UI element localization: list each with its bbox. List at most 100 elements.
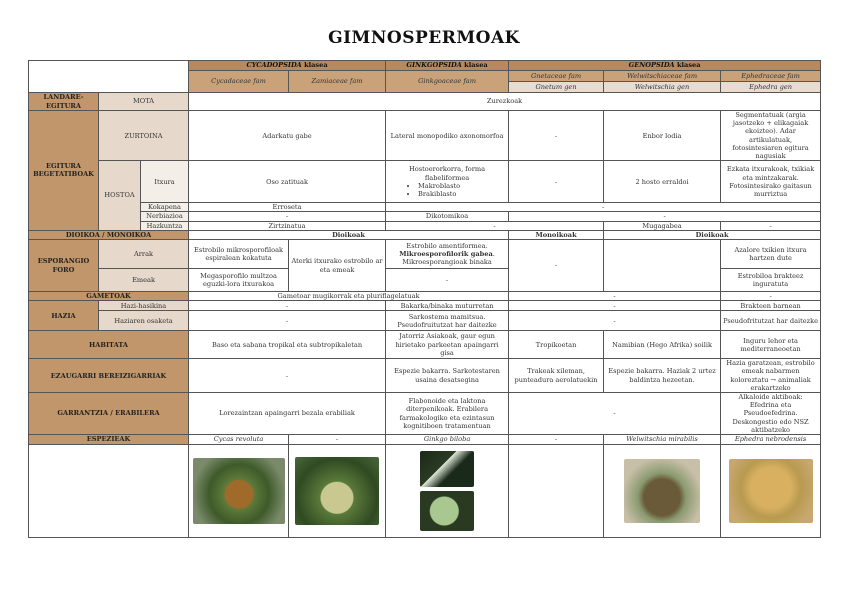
corner-cell xyxy=(27,60,190,93)
row-label-hazi-hasikina: Hazi-hasikina xyxy=(97,300,190,312)
row-label-emeak: Emeak xyxy=(97,268,190,293)
cell: Flabonoide eta laktona diterpenikoak. Er… xyxy=(385,392,510,436)
row-label-ezaugarri: EZAUGARRI BEREIZIGARRIAK xyxy=(27,358,190,394)
ephedra-photo xyxy=(720,444,822,539)
row-label-zurtoina: ZURTOINA xyxy=(97,109,190,162)
cell: Azalore txikien itxura hartzen dute xyxy=(720,239,822,270)
fam-zamiaceae: Zamiaceae fam xyxy=(288,70,387,93)
row-label-hazkuntza: Hazkuntza xyxy=(139,220,190,231)
cell: Dioikoak xyxy=(603,229,822,241)
cell: Bakarka/binaka muturretan xyxy=(385,300,510,312)
cell: - xyxy=(188,358,387,394)
cell: Tropikoetan xyxy=(508,330,605,360)
cell: - xyxy=(508,434,605,446)
gen-welwitschia: Welwitschia gen xyxy=(603,81,722,93)
gen-gnetum: Gnetum gen xyxy=(508,81,605,93)
cell: Hostoerorkorra, forma flabeliformeaMakro… xyxy=(385,160,510,204)
species-cycas: Cycas revoluta xyxy=(188,434,290,446)
empty-cell xyxy=(508,444,605,539)
cell: Gametoar mugikorrak eta pluriflagelatuak xyxy=(188,291,510,302)
fam-ephedraceae: Ephedraceae fam xyxy=(720,70,822,82)
row-label-esporangio: ESPORANGIO FORO xyxy=(28,239,99,293)
cell: Adarkatu gabe xyxy=(188,109,387,162)
row-label-egitura: EGITURA BEGETATIBOAK xyxy=(28,110,99,231)
empty-cell xyxy=(27,444,190,539)
cell: - xyxy=(508,392,722,436)
cell: - xyxy=(508,300,722,312)
cell: Erroseta xyxy=(188,202,387,213)
cell: Enbor lodia xyxy=(603,109,722,162)
zamia-photo xyxy=(288,444,387,539)
cell: - xyxy=(188,310,387,332)
cell: - xyxy=(720,291,822,302)
cell: Monoikoak xyxy=(508,229,605,241)
row-label-kokapena: Kokapena xyxy=(139,202,190,213)
cell: Namibian (Hego Afrika) soilik xyxy=(603,330,722,360)
row-label-hazia: HAZIA xyxy=(28,300,99,332)
cell: Dioikoak xyxy=(188,229,510,241)
cell: Jatorriz Asiakoak, gaur egun hirietako p… xyxy=(385,330,510,360)
gen-ephedra: Ephedra gen xyxy=(720,81,822,93)
cell: - xyxy=(288,434,387,446)
cycas-photo xyxy=(188,444,290,539)
cell: Aterki itxurako estrobilo ar eta emeak xyxy=(288,239,387,293)
fam-cycadaceae: Cycadaceae fam xyxy=(188,70,290,93)
row-label-hostoa: HOSTOA xyxy=(98,160,141,231)
cell: - xyxy=(508,109,605,162)
row-label-gametoak: GAMETOAK xyxy=(27,291,190,302)
species-ginkgo: Ginkgo biloba xyxy=(385,434,510,446)
row-label-mota: MOTA xyxy=(97,92,190,111)
cell: - xyxy=(508,211,822,222)
cell: Inguru lehor eta mediterraneoetan xyxy=(720,330,822,360)
cell: Megasporofilo multzoa eguzki-lora itxura… xyxy=(188,268,290,293)
cell: - xyxy=(720,220,822,231)
page-title: GIMNOSPERMOAK xyxy=(328,28,520,48)
cell: - xyxy=(385,268,510,293)
welwitschia-photo xyxy=(603,444,722,539)
cell-zurezkoak: Zurezkoak xyxy=(188,92,822,111)
ginkgo-photo xyxy=(385,444,510,539)
row-label-itxura: Itxura xyxy=(139,160,190,204)
cell: Trakeak xileman, punteadura aerolatuekin xyxy=(508,358,605,394)
class-cycadopsida: CYCADOPSIDA klasea xyxy=(188,60,387,71)
cell: Espezie bakarra. Haziak 2 urtez baldintz… xyxy=(603,358,722,394)
row-label-nerbiazioa: Nerbiazioa xyxy=(139,211,190,222)
cell: Hazia garatzean, estrobilo emeak nabarme… xyxy=(720,358,822,394)
row-label-dioikoa: DIOIKOA / MONOIKOA xyxy=(27,229,190,241)
row-label-garrantzia: GARRANTZIA / ERABILERA xyxy=(27,392,190,436)
cell: Lorezaintzan apaingarri bezala erabiliak xyxy=(188,392,387,436)
fam-welwitschiaceae: Welwitschiaceae fam xyxy=(603,70,722,82)
cell: - xyxy=(385,220,605,231)
cell: Zirtzinatua xyxy=(188,220,387,231)
row-label-landare: LANDARE-EGITURA xyxy=(28,92,99,111)
cell: Estrobilo amentiformea. Mikroesporofilor… xyxy=(385,239,510,270)
class-ginkgopsida: GINKGOPSIDA klasea xyxy=(385,60,510,71)
cell: Mugagabea xyxy=(603,220,722,231)
fam-gnetaceae: Gnetaceae fam xyxy=(508,70,605,82)
cell: Estrobiloa brakteez inguratuta xyxy=(720,268,822,293)
cell: - xyxy=(188,300,387,312)
row-label-habitata: HABITATA xyxy=(27,330,190,360)
cell: Alkaloide aktiboak: Efedrina eta Pseudoe… xyxy=(720,392,822,436)
cell: - xyxy=(188,211,387,222)
cell: - xyxy=(508,239,605,293)
cell: - xyxy=(508,310,722,332)
species-welwitschia: Welwitschia mirabilis xyxy=(603,434,722,446)
row-label-arrak: Arrak xyxy=(97,239,190,270)
cell: Sarkostema mamitsua. Pseudofruitutzat ha… xyxy=(385,310,510,332)
class-genopsida: GENOPSIDA klasea xyxy=(508,60,822,71)
cell: - xyxy=(508,291,722,302)
row-label-espezieak: ESPEZIEAK xyxy=(27,434,190,446)
cell: Brakteen barnean xyxy=(720,300,822,312)
cell: Ezkata itxurakoak, txikiak eta mintzakar… xyxy=(720,160,822,204)
cell: - xyxy=(508,160,605,204)
cell: Pseudofritutzat har daitezke xyxy=(720,310,822,332)
cell: Segmentatuak (argia jasotzeko + elikagai… xyxy=(720,109,822,162)
species-ephedra: Ephedra nebrodensis xyxy=(720,434,822,446)
cell: Espezie bakarra. Sarkotestaren usaina de… xyxy=(385,358,510,394)
cell: - xyxy=(385,202,822,213)
cell: Oso zatituak xyxy=(188,160,387,204)
row-label-osaketa: Haziaren osaketa xyxy=(97,310,190,332)
gimnospermoak-table: CYCADOPSIDA klasea GINKGOPSIDA klasea GE… xyxy=(27,60,822,539)
fam-ginkgoaceae: Ginkgoaceae fam xyxy=(385,70,510,93)
